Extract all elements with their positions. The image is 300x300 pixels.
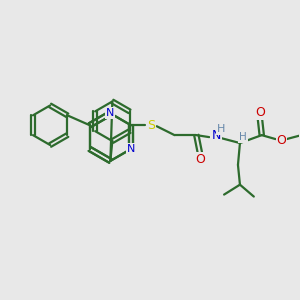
Text: S: S xyxy=(147,119,155,132)
Text: O: O xyxy=(195,153,205,167)
Text: H: H xyxy=(239,132,247,142)
Text: N: N xyxy=(212,129,221,142)
Text: N: N xyxy=(127,144,135,154)
Text: O: O xyxy=(255,106,265,119)
Text: H: H xyxy=(217,124,225,134)
Text: O: O xyxy=(277,134,286,147)
Text: N: N xyxy=(106,108,115,118)
